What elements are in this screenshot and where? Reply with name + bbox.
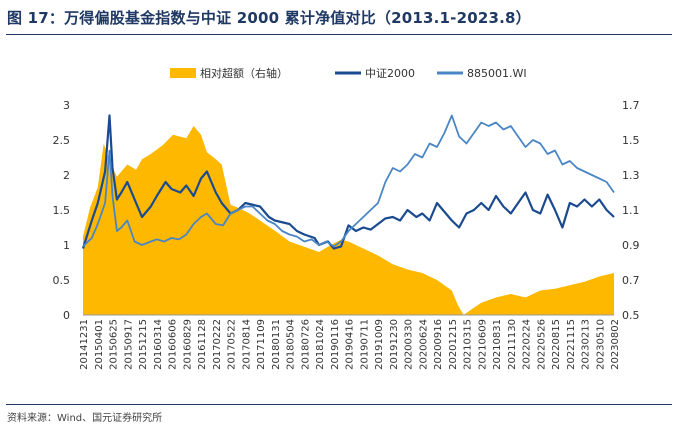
x-tick-label: 20181024 bbox=[315, 319, 326, 370]
left-tick-label: 0.5 bbox=[53, 274, 71, 287]
x-tick-label: 20230802 bbox=[610, 319, 621, 370]
x-tick-label: 20210315 bbox=[463, 319, 474, 370]
right-tick-label: 1.3 bbox=[622, 169, 640, 182]
source-note: 资料来源：Wind、国元证券研究所 bbox=[7, 413, 163, 424]
right-tick-label: 0.7 bbox=[622, 274, 640, 287]
x-tick-label: 20170814 bbox=[241, 319, 252, 370]
legend: 相对超额（右轴） 中证2000 885001.WI bbox=[170, 66, 527, 80]
x-tick-label: 20201215 bbox=[448, 319, 459, 370]
legend-label: 885001.WI bbox=[467, 67, 527, 80]
left-tick-label: 2 bbox=[63, 169, 70, 182]
right-tick-label: 1.1 bbox=[622, 204, 640, 217]
x-tick-label: 20151215 bbox=[138, 319, 149, 370]
x-tick-label: 20210609 bbox=[477, 319, 488, 370]
x-tick-label: 20180131 bbox=[271, 319, 282, 370]
x-tick-label: 20200916 bbox=[433, 319, 444, 370]
x-tick-label: 20230510 bbox=[595, 319, 606, 370]
x-tick-label: 20220815 bbox=[551, 319, 562, 370]
axes: 0 0.5 1 1.5 2 2.5 3 0.5 0.7 0.9 1.1 1.3 1.5 1.7 201412… bbox=[53, 99, 640, 370]
x-tick-label: 20180726 bbox=[300, 319, 311, 370]
right-tick-label: 1.5 bbox=[622, 134, 640, 147]
x-tick-label: 20220224 bbox=[522, 319, 533, 370]
x-tick-label: 20170222 bbox=[212, 319, 223, 370]
legend-label: 相对超额（右轴） bbox=[200, 66, 288, 80]
series-line-885001 bbox=[82, 114, 615, 248]
left-tick-label: 2.5 bbox=[53, 134, 71, 147]
x-tick-label: 20160314 bbox=[153, 319, 164, 370]
legend-label: 中证2000 bbox=[365, 67, 415, 80]
x-tick-label: 20160606 bbox=[168, 319, 179, 370]
x-tick-label: 20190416 bbox=[345, 319, 356, 370]
title-rule bbox=[6, 34, 672, 35]
x-tick-label: 20200330 bbox=[404, 319, 415, 370]
x-tick-label: 20191009 bbox=[374, 319, 385, 370]
x-tick-label: 20160829 bbox=[182, 319, 193, 370]
x-tick-label: 20190711 bbox=[359, 319, 370, 370]
x-tick-label: 20200624 bbox=[418, 319, 429, 370]
legend-swatch-excess bbox=[170, 68, 196, 78]
x-tick-label: 20220526 bbox=[536, 319, 547, 370]
plot bbox=[81, 114, 615, 315]
x-tick-label: 20191230 bbox=[389, 319, 400, 370]
x-tick-label: 20150917 bbox=[123, 319, 134, 370]
x-tick-label: 20170522 bbox=[227, 319, 238, 370]
right-tick-label: 0.5 bbox=[622, 309, 640, 322]
x-tick-label: 20211130 bbox=[507, 319, 518, 370]
x-tick-label: 20171109 bbox=[256, 319, 267, 370]
x-tick-label: 20150625 bbox=[109, 319, 120, 370]
x-tick-label: 20221115 bbox=[566, 319, 577, 370]
left-tick-label: 0 bbox=[63, 309, 70, 322]
chart-area: 相对超额（右轴） 中证2000 885001.WI 0 0.5 1 1.5 2 2.5 3 0.5… bbox=[53, 66, 640, 370]
left-tick-label: 3 bbox=[63, 99, 70, 112]
right-tick-label: 0.9 bbox=[622, 239, 640, 252]
x-tick-label: 20141231 bbox=[79, 319, 90, 370]
x-tick-label: 20230213 bbox=[581, 319, 592, 370]
source-rule bbox=[6, 404, 672, 405]
left-tick-label: 1 bbox=[63, 239, 70, 252]
x-tick-label: 20150401 bbox=[94, 319, 105, 370]
x-tick-label: 20161128 bbox=[197, 319, 208, 370]
series-area-excess bbox=[83, 126, 614, 315]
left-tick-label: 1.5 bbox=[53, 204, 71, 217]
right-tick-label: 1.7 bbox=[622, 99, 640, 112]
series-line-zz2000 bbox=[81, 114, 615, 250]
x-tick-label: 20190116 bbox=[330, 319, 341, 370]
figure-title: 图 17：万得偏股基金指数与中证 2000 累计净值对比（2013.1-2023… bbox=[7, 9, 531, 27]
x-tick-label: 20180504 bbox=[286, 319, 297, 370]
x-tick-label: 20210831 bbox=[492, 319, 503, 370]
